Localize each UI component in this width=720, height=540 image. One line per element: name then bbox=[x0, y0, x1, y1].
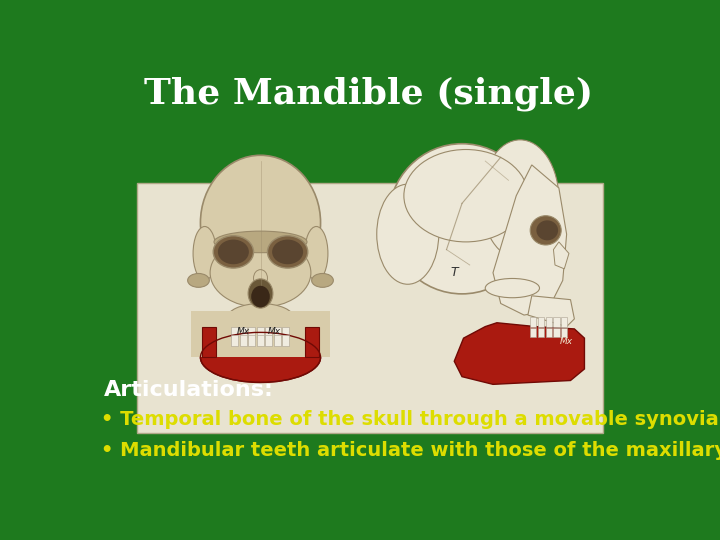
Bar bbox=[138, 183, 603, 433]
Text: The Mandible (single): The Mandible (single) bbox=[145, 77, 593, 111]
Text: Articulations:: Articulations: bbox=[104, 381, 274, 401]
Ellipse shape bbox=[388, 144, 536, 294]
Ellipse shape bbox=[267, 236, 307, 268]
Bar bbox=[561, 328, 567, 338]
Bar bbox=[248, 335, 255, 346]
Ellipse shape bbox=[188, 273, 210, 287]
Bar bbox=[240, 327, 246, 338]
Polygon shape bbox=[554, 242, 569, 269]
Text: Mx: Mx bbox=[237, 327, 250, 336]
Bar bbox=[554, 328, 559, 338]
Text: • Mandibular teeth articulate with those of the maxillary teeth.: • Mandibular teeth articulate with those… bbox=[101, 441, 720, 460]
Ellipse shape bbox=[312, 273, 333, 287]
Ellipse shape bbox=[536, 220, 558, 240]
Ellipse shape bbox=[482, 140, 559, 259]
Bar bbox=[546, 318, 552, 327]
Bar bbox=[282, 335, 289, 346]
Ellipse shape bbox=[213, 236, 253, 268]
Ellipse shape bbox=[226, 303, 294, 334]
Bar bbox=[530, 328, 536, 338]
Ellipse shape bbox=[248, 279, 273, 308]
Bar bbox=[256, 327, 264, 338]
Bar bbox=[538, 328, 544, 338]
Bar bbox=[231, 335, 238, 346]
Bar bbox=[248, 327, 255, 338]
Bar bbox=[240, 335, 246, 346]
Polygon shape bbox=[493, 165, 567, 315]
Bar bbox=[282, 327, 289, 338]
Ellipse shape bbox=[214, 231, 307, 253]
Bar bbox=[554, 318, 559, 327]
Bar bbox=[561, 318, 567, 327]
Polygon shape bbox=[528, 296, 575, 327]
Ellipse shape bbox=[305, 226, 328, 280]
Bar bbox=[274, 327, 281, 338]
Ellipse shape bbox=[530, 215, 561, 245]
Text: Mx: Mx bbox=[560, 338, 573, 347]
Ellipse shape bbox=[251, 286, 270, 307]
Text: • Temporal bone of the skull through a movable synovial joint.: • Temporal bone of the skull through a m… bbox=[101, 410, 720, 429]
Bar bbox=[546, 328, 552, 338]
Ellipse shape bbox=[210, 238, 311, 307]
Ellipse shape bbox=[218, 240, 249, 264]
Bar bbox=[265, 327, 272, 338]
Bar bbox=[305, 327, 319, 357]
Bar bbox=[256, 335, 264, 346]
Bar bbox=[265, 335, 272, 346]
Bar bbox=[191, 311, 330, 357]
Ellipse shape bbox=[485, 279, 539, 298]
Ellipse shape bbox=[200, 156, 320, 290]
Ellipse shape bbox=[404, 150, 528, 242]
Ellipse shape bbox=[200, 333, 320, 382]
Bar bbox=[231, 327, 238, 338]
Ellipse shape bbox=[272, 240, 303, 264]
Bar bbox=[530, 318, 536, 327]
Ellipse shape bbox=[377, 184, 438, 284]
Ellipse shape bbox=[193, 226, 216, 280]
Text: T: T bbox=[451, 266, 458, 279]
Bar bbox=[202, 327, 216, 357]
Polygon shape bbox=[454, 323, 585, 384]
Ellipse shape bbox=[253, 269, 267, 287]
Bar bbox=[538, 318, 544, 327]
Text: Mx: Mx bbox=[268, 327, 281, 336]
Bar bbox=[274, 335, 281, 346]
